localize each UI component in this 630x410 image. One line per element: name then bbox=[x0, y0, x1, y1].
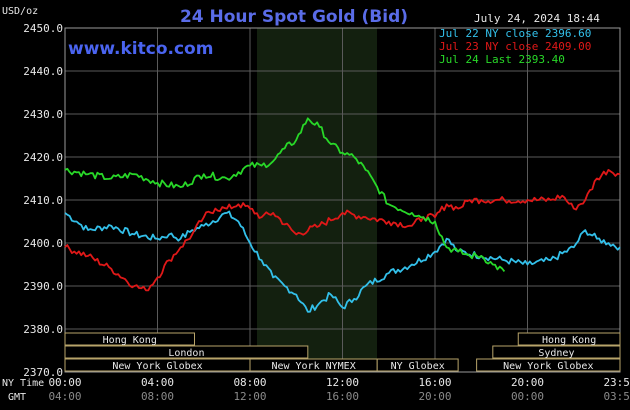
x-tick-ny-label: 23:59 bbox=[603, 376, 630, 389]
x-tick-ny-label: 00:00 bbox=[48, 376, 81, 389]
series-line-0 bbox=[64, 210, 621, 313]
y-tick-label: 2440.0 bbox=[23, 65, 63, 78]
y-tick-label: 2390.0 bbox=[23, 280, 63, 293]
legend: Jul 22 NY close 2396.60 Jul 23 NY close … bbox=[439, 27, 591, 66]
y-axis-unit: USD/oz bbox=[2, 6, 38, 17]
market-sessions: Hong Kong London New York Globex New York N… bbox=[64, 332, 621, 372]
session-label: London bbox=[168, 348, 204, 359]
grid bbox=[65, 28, 620, 372]
x-tick-gmt-label: 00:00 bbox=[511, 390, 544, 403]
session-bar bbox=[476, 358, 621, 372]
session-bar bbox=[517, 332, 621, 346]
data-series bbox=[64, 117, 621, 313]
session-label: Sydney bbox=[538, 348, 574, 359]
y-tick-label: 2420.0 bbox=[23, 151, 63, 164]
session-label: New York NYMEX bbox=[271, 361, 355, 372]
y-tick-label: 2380.0 bbox=[23, 323, 63, 336]
session-bar bbox=[64, 332, 195, 346]
session-bar bbox=[64, 345, 309, 359]
y-tick-label: 2400.0 bbox=[23, 237, 63, 250]
session-label: Hong Kong bbox=[542, 335, 596, 346]
y-tick-label: 2410.0 bbox=[23, 194, 63, 207]
legend-entry-jul23: Jul 23 NY close 2409.00 bbox=[439, 40, 591, 53]
session-label: New York Globex bbox=[503, 361, 593, 372]
x-tick-ny-label: 12:00 bbox=[326, 376, 359, 389]
brand-watermark: www.kitco.com bbox=[68, 39, 213, 59]
y-tick-label: 2370.0 bbox=[23, 366, 63, 379]
x-axis-gmt-label: GMT bbox=[8, 392, 26, 403]
session-bar bbox=[376, 358, 459, 372]
x-tick-gmt-label: 04:00 bbox=[48, 390, 81, 403]
x-tick-gmt-label: 03:59 bbox=[603, 390, 630, 403]
session-bar bbox=[492, 345, 621, 359]
x-tick-ny-label: 08:00 bbox=[233, 376, 266, 389]
x-tick-gmt-label: 20:00 bbox=[418, 390, 451, 403]
legend-entry-jul22: Jul 22 NY close 2396.60 bbox=[439, 27, 591, 40]
timestamp: July 24, 2024 18:44 bbox=[474, 12, 600, 25]
x-tick-gmt-label: 12:00 bbox=[233, 390, 266, 403]
y-tick-label: 2450.0 bbox=[23, 22, 63, 35]
session-label: New York Globex bbox=[112, 361, 202, 372]
series-line-2 bbox=[64, 117, 506, 272]
plot-frame bbox=[64, 27, 621, 373]
x-tick-ny-label: 04:00 bbox=[141, 376, 174, 389]
y-axis-ticks: 2450.0 2440.0 2430.0 2420.0 2410.0 2400.0 2390… bbox=[23, 22, 63, 379]
chart-title: 24 Hour Spot Gold (Bid) bbox=[180, 7, 408, 27]
series-line-1 bbox=[64, 169, 621, 292]
x-axis-ny-label: NY Time bbox=[2, 378, 44, 389]
session-label: NY Globex bbox=[391, 361, 445, 372]
session-label: Hong Kong bbox=[103, 335, 157, 346]
x-tick-ny-label: 16:00 bbox=[418, 376, 451, 389]
x-tick-gmt-label: 16:00 bbox=[326, 390, 359, 403]
x-tick-gmt-label: 08:00 bbox=[141, 390, 174, 403]
x-tick-ny-label: 20:00 bbox=[511, 376, 544, 389]
y-tick-label: 2430.0 bbox=[23, 108, 63, 121]
x-axis-ticks: 00:0004:0008:0012:0016:0020:0023:5904:00… bbox=[48, 376, 630, 403]
legend-entry-jul24: Jul 24 Last 2393.40 bbox=[439, 53, 565, 66]
